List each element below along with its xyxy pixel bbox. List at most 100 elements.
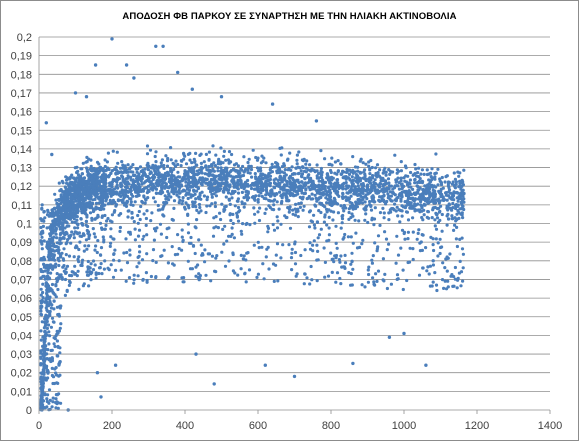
data-point [349, 194, 353, 198]
data-point [185, 192, 189, 196]
data-point [221, 181, 225, 186]
data-point [82, 282, 86, 286]
data-point [434, 237, 438, 241]
data-point [405, 201, 410, 205]
x-tick-label: 800 [322, 420, 340, 432]
axes [38, 37, 551, 414]
data-point [73, 166, 77, 170]
data-point [376, 174, 380, 178]
data-point [189, 193, 193, 197]
data-point [80, 234, 84, 238]
data-point [393, 153, 397, 157]
data-point [293, 186, 297, 190]
data-point [339, 162, 343, 166]
data-point [205, 198, 209, 202]
data-point [316, 249, 320, 253]
data-point [199, 161, 203, 165]
data-point [260, 154, 264, 158]
data-point [375, 163, 380, 167]
data-point [377, 198, 381, 202]
data-point [293, 262, 298, 266]
data-point [345, 191, 349, 195]
data-point [124, 181, 128, 185]
data-point [272, 185, 276, 189]
data-point [288, 193, 293, 197]
data-point [99, 246, 104, 250]
data-point [95, 371, 100, 375]
data-point [45, 240, 50, 244]
data-point [48, 312, 52, 316]
data-point [326, 197, 330, 201]
data-point [443, 279, 447, 283]
data-point [100, 204, 104, 208]
data-point [173, 177, 177, 181]
data-point [390, 207, 394, 211]
data-point [50, 231, 54, 235]
data-point [453, 223, 457, 227]
data-point [340, 195, 345, 199]
data-point [353, 218, 357, 222]
data-point [259, 161, 263, 165]
data-point [445, 223, 449, 227]
data-point [40, 304, 44, 309]
data-point [73, 226, 77, 230]
data-point [187, 175, 192, 179]
data-point [212, 174, 216, 178]
data-point [57, 312, 61, 316]
data-point [199, 181, 204, 185]
data-point [246, 160, 250, 165]
data-point [325, 239, 329, 243]
data-point [252, 183, 257, 187]
data-point [200, 253, 204, 257]
data-point [63, 204, 67, 208]
data-point [392, 186, 397, 190]
data-point [93, 235, 97, 239]
data-point [315, 258, 319, 262]
data-point [409, 206, 413, 210]
data-point [194, 151, 198, 155]
data-point [358, 189, 362, 193]
data-point [111, 149, 115, 153]
data-point [45, 326, 50, 330]
data-point [350, 283, 354, 287]
data-point [110, 213, 114, 217]
data-point [319, 210, 323, 215]
data-point [395, 234, 399, 238]
data-point [169, 158, 173, 162]
data-point [263, 176, 267, 180]
data-point [403, 206, 407, 210]
data-point [99, 200, 103, 204]
data-point [61, 229, 65, 233]
data-point [76, 269, 80, 273]
data-point [396, 253, 401, 257]
data-point [413, 181, 417, 185]
data-point [80, 182, 84, 186]
data-point [155, 183, 159, 187]
data-point [253, 172, 257, 176]
data-point [57, 362, 61, 366]
data-point [422, 172, 426, 176]
x-tick-label: 600 [249, 420, 267, 432]
data-point [408, 182, 412, 186]
data-point [135, 194, 139, 198]
data-point [53, 258, 57, 262]
data-point [399, 194, 403, 198]
data-point [86, 265, 90, 269]
data-point [432, 248, 436, 253]
data-point [349, 235, 353, 239]
data-point [99, 253, 103, 257]
data-point [48, 334, 52, 338]
data-point [153, 154, 157, 159]
data-point [88, 270, 92, 274]
data-point [95, 170, 99, 175]
data-point [210, 186, 215, 190]
data-point [386, 192, 390, 196]
data-point [40, 206, 44, 210]
data-point [198, 176, 202, 180]
data-point [270, 165, 274, 169]
data-point [115, 150, 119, 154]
data-point [41, 371, 46, 375]
data-point [127, 209, 131, 213]
data-point [181, 199, 185, 203]
data-point [430, 167, 434, 171]
